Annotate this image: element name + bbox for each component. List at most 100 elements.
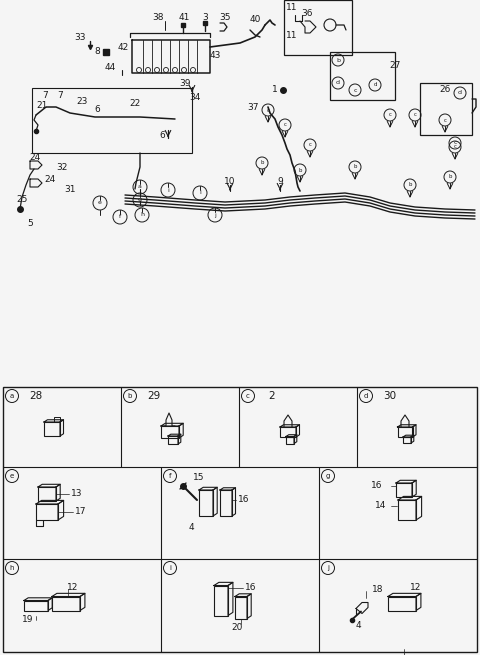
Text: 30: 30 bbox=[384, 391, 396, 401]
Text: 37: 37 bbox=[247, 102, 259, 111]
Text: 39: 39 bbox=[179, 79, 191, 88]
Text: 17: 17 bbox=[75, 508, 86, 517]
Text: c: c bbox=[309, 143, 312, 147]
Text: 19: 19 bbox=[22, 615, 34, 624]
Bar bbox=[161, 426, 179, 438]
Bar bbox=[168, 436, 178, 444]
Bar bbox=[397, 427, 412, 437]
Text: a: a bbox=[10, 393, 14, 399]
Text: 11: 11 bbox=[286, 3, 298, 12]
Text: b: b bbox=[448, 174, 452, 179]
Text: 16: 16 bbox=[238, 495, 250, 504]
Bar bbox=[38, 487, 56, 501]
Text: 10: 10 bbox=[224, 178, 236, 187]
Text: 25: 25 bbox=[16, 195, 28, 204]
Text: c: c bbox=[284, 122, 287, 128]
Text: b: b bbox=[353, 164, 357, 170]
Text: e: e bbox=[10, 473, 14, 479]
Text: 21: 21 bbox=[36, 100, 48, 109]
Text: 24: 24 bbox=[44, 174, 56, 183]
Text: 2: 2 bbox=[269, 391, 276, 401]
Text: 33: 33 bbox=[74, 33, 86, 43]
Text: h: h bbox=[140, 212, 144, 217]
Text: c: c bbox=[453, 141, 457, 145]
Text: h: h bbox=[10, 565, 14, 571]
Bar bbox=[214, 586, 228, 616]
Text: 41: 41 bbox=[178, 12, 190, 22]
Text: 13: 13 bbox=[71, 489, 83, 498]
Text: 28: 28 bbox=[29, 391, 43, 401]
Text: 7: 7 bbox=[42, 90, 48, 100]
Text: i: i bbox=[169, 565, 171, 571]
Bar bbox=[54, 417, 60, 422]
Bar bbox=[420, 83, 472, 135]
Text: c: c bbox=[413, 113, 417, 117]
Text: b: b bbox=[336, 58, 340, 62]
Text: d: d bbox=[458, 90, 462, 96]
Text: 23: 23 bbox=[76, 98, 88, 107]
Text: 4: 4 bbox=[188, 523, 194, 533]
Text: 9: 9 bbox=[277, 178, 283, 187]
Text: a: a bbox=[138, 185, 142, 189]
Bar bbox=[284, 0, 352, 55]
Text: g: g bbox=[138, 198, 142, 202]
Text: 12: 12 bbox=[67, 583, 79, 592]
Text: b: b bbox=[298, 168, 302, 172]
Bar bbox=[36, 504, 58, 520]
Bar bbox=[220, 490, 232, 516]
Text: 26: 26 bbox=[439, 86, 451, 94]
Text: 27: 27 bbox=[389, 60, 401, 69]
Text: i: i bbox=[199, 191, 201, 195]
Bar bbox=[286, 436, 294, 443]
Text: f: f bbox=[169, 473, 171, 479]
Text: 36: 36 bbox=[301, 9, 313, 18]
Text: 4: 4 bbox=[355, 621, 361, 630]
Text: c: c bbox=[444, 117, 446, 122]
Text: 18: 18 bbox=[372, 585, 384, 594]
Bar bbox=[44, 422, 60, 436]
Text: b: b bbox=[128, 393, 132, 399]
Text: 32: 32 bbox=[56, 162, 68, 172]
Text: 42: 42 bbox=[118, 43, 129, 52]
Bar bbox=[199, 490, 213, 516]
Text: c: c bbox=[266, 107, 269, 113]
Text: c: c bbox=[246, 393, 250, 399]
Text: 38: 38 bbox=[152, 12, 164, 22]
Text: g: g bbox=[326, 473, 330, 479]
Text: 44: 44 bbox=[104, 62, 116, 71]
Text: j: j bbox=[214, 212, 216, 217]
Text: 12: 12 bbox=[410, 583, 422, 592]
Text: c: c bbox=[388, 113, 392, 117]
Text: 20: 20 bbox=[231, 623, 243, 632]
Text: d: d bbox=[373, 83, 377, 88]
Bar bbox=[330, 52, 395, 100]
Text: f: f bbox=[119, 214, 121, 219]
Bar bbox=[52, 597, 80, 610]
Bar bbox=[280, 427, 296, 437]
Text: 5: 5 bbox=[27, 219, 33, 227]
Text: 43: 43 bbox=[209, 50, 221, 60]
Text: 8: 8 bbox=[94, 48, 100, 56]
Text: c: c bbox=[454, 145, 456, 149]
Bar bbox=[3, 387, 477, 652]
Text: 16: 16 bbox=[371, 481, 383, 491]
Text: 15: 15 bbox=[193, 474, 205, 483]
Text: 7: 7 bbox=[57, 90, 63, 100]
Text: 3: 3 bbox=[202, 12, 208, 22]
Bar bbox=[235, 597, 247, 618]
Text: 6: 6 bbox=[94, 105, 100, 113]
Text: 34: 34 bbox=[189, 92, 201, 102]
Bar bbox=[403, 437, 411, 443]
Text: 22: 22 bbox=[130, 100, 141, 109]
Text: b: b bbox=[408, 183, 412, 187]
Bar bbox=[24, 601, 48, 610]
Bar bbox=[32, 88, 192, 153]
Text: 6: 6 bbox=[159, 130, 165, 140]
Text: d: d bbox=[364, 393, 368, 399]
Text: c: c bbox=[353, 88, 357, 92]
Text: i: i bbox=[167, 187, 169, 193]
Text: j: j bbox=[327, 565, 329, 571]
Text: 16: 16 bbox=[245, 583, 256, 592]
Bar bbox=[388, 597, 416, 610]
Text: 35: 35 bbox=[219, 12, 231, 22]
